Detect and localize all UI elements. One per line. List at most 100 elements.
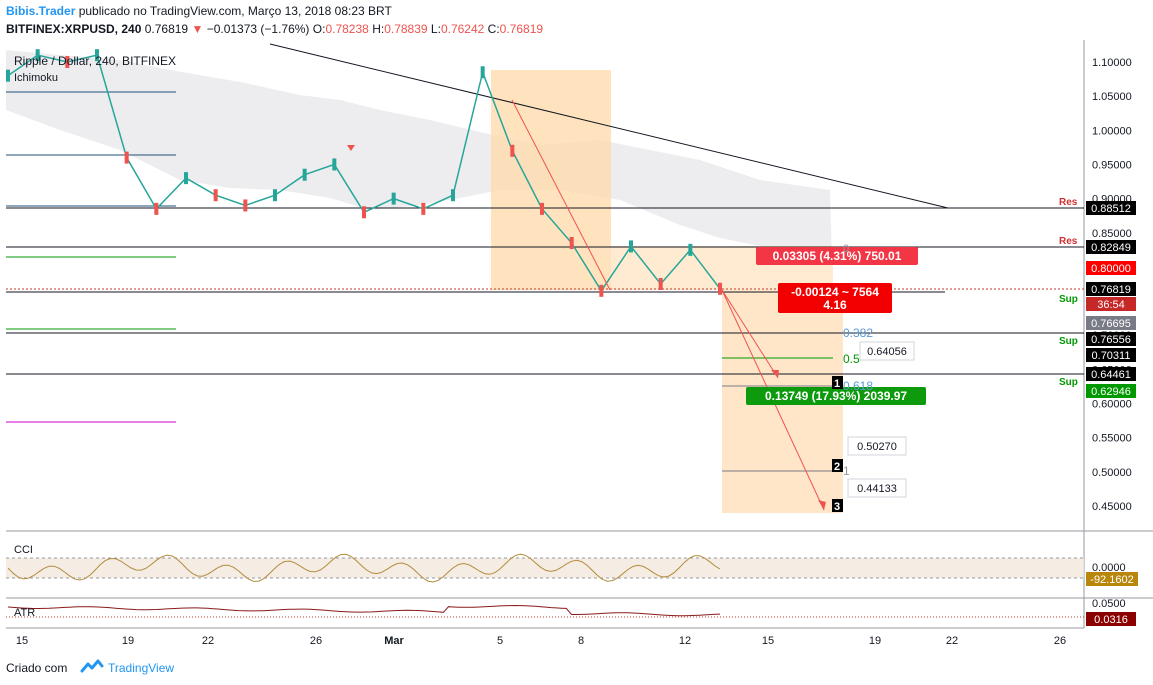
price-axis-tick: 0.45000 (1092, 501, 1132, 513)
wave-marker (832, 459, 843, 472)
atr-axis-tick: 0.0500 (1092, 598, 1126, 610)
level-label: Res (1059, 236, 1078, 247)
price-chart[interactable]: Ripple / Dollar, 240, BITFINEX Ichimoku … (0, 40, 1153, 655)
down-arrow-icon: ▼ (191, 22, 204, 36)
made-with-text: Criado com (6, 661, 68, 675)
support-callout (746, 387, 926, 405)
time-axis-tick: 12 (679, 635, 691, 647)
forecast-arrow (721, 289, 779, 379)
cci-axis-tick: 0.0000 (1092, 562, 1126, 574)
position-callout-text: -0.00124 ~ 7564 (791, 285, 879, 299)
candle (302, 168, 307, 181)
price-tag (1086, 316, 1136, 330)
price-tag (1086, 297, 1136, 311)
price-tag (1086, 240, 1136, 254)
support-callout-text: 0.13749 (17.93%) 2039.97 (765, 389, 907, 403)
candle (658, 278, 663, 290)
price-tag-text: 0.82849 (1091, 242, 1131, 254)
candle (6, 69, 10, 82)
open-value: 0.78238 (325, 22, 369, 36)
candle (569, 237, 574, 250)
price-tag (1086, 348, 1136, 362)
low-label: L: (430, 22, 441, 36)
fib-value: 0.64056 (867, 346, 907, 358)
last-price: 0.76819 (144, 22, 189, 36)
price-axis-tick: 0.85000 (1092, 228, 1132, 240)
footer: Criado com TradingView (0, 655, 1153, 685)
author-link[interactable]: Bibis.Trader (6, 4, 76, 18)
time-axis-tick: 8 (578, 635, 584, 647)
chart-title: Ripple / Dollar, 240, BITFINEX (14, 54, 176, 68)
price-axis-tick: 0.55000 (1092, 433, 1132, 445)
time-axis-tick: 19 (122, 635, 134, 647)
price-tag-text: 0.80000 (1091, 263, 1131, 275)
candle (154, 202, 159, 215)
candle (213, 189, 218, 202)
chart-header: Bibis.Trader publicado no TradingView.co… (0, 0, 1153, 40)
price-tag (1086, 282, 1136, 296)
fib-label: 0 (843, 243, 849, 255)
price-tag-text: 0.70311 (1092, 350, 1131, 362)
candle (273, 189, 277, 202)
symbol-name[interactable]: BITFINEX:XRPUSD, 240 (6, 22, 142, 36)
price-change: −0.01373 (−1.76%) (206, 22, 310, 36)
candle (95, 49, 99, 62)
level-label: Sup (1059, 336, 1078, 347)
brand-link[interactable]: TradingView (108, 661, 175, 675)
price-tag (1086, 261, 1136, 275)
price-tag-text: 0.76695 (1091, 318, 1131, 330)
fib-label: 0.382 (843, 326, 873, 340)
time-axis[interactable]: 15 19 22 26 Mar 5 8 12 15 19 22 26 (16, 635, 1066, 647)
candle (540, 202, 544, 215)
time-axis-tick: 5 (497, 635, 503, 647)
price-axis-tick: 0.95000 (1092, 159, 1132, 171)
price-axis-tick: 1.05000 (1092, 91, 1132, 103)
close-label: C: (487, 22, 500, 36)
candle (124, 151, 129, 164)
candle (510, 144, 515, 157)
time-axis-tick: 19 (869, 635, 881, 647)
ichimoku-cloud (6, 50, 832, 262)
level-label: Sup (1059, 377, 1078, 388)
atr-series (7, 604, 721, 617)
candle-group (6, 49, 722, 297)
atr-label: ATR (14, 607, 35, 619)
time-axis-tick: Mar (384, 635, 404, 647)
close-value: 0.76819 (499, 22, 544, 36)
candle (718, 282, 722, 295)
price-tag-text: 0.88512 (1091, 203, 1131, 215)
candle (243, 199, 248, 212)
price-axis-tick: 1.10000 (1092, 57, 1132, 69)
candle (332, 158, 337, 171)
down-triangle-icon (347, 145, 355, 151)
trend-line[interactable] (269, 43, 949, 209)
candle (421, 202, 426, 215)
cci-value: -92.1602 (1090, 574, 1133, 586)
fib-label: 0.618 (843, 379, 873, 393)
price-axis-tick: 1.00000 (1092, 125, 1132, 137)
arrow-head-icon (771, 370, 779, 378)
resistance-callout (756, 247, 918, 265)
level-label: Res (1059, 197, 1078, 208)
price-tag (1086, 384, 1136, 398)
fib-value: 0.44133 (857, 483, 897, 495)
price-tag-text: 0.76556 (1091, 334, 1131, 346)
published-text: publicado no TradingView.com, Março 13, … (78, 4, 392, 18)
arrow-head-icon (818, 500, 826, 510)
candle (362, 206, 366, 219)
cci-label: CCI (14, 544, 33, 556)
position-callout-text2: 4.16 (823, 298, 847, 312)
atr-value: 0.0316 (1094, 614, 1128, 626)
price-tag-text: 0.76819 (1091, 284, 1131, 296)
wave-label: 1 (834, 378, 840, 390)
fib-value-box (847, 478, 907, 498)
candle (391, 192, 396, 205)
candle (688, 243, 693, 256)
price-tag (1086, 367, 1136, 381)
candle (480, 66, 485, 79)
price-axis-tick: 0.50000 (1092, 467, 1132, 479)
low-value: 0.76242 (440, 22, 485, 36)
fib-label: 0.5 (843, 352, 860, 366)
atr-value-tag (1086, 612, 1136, 626)
forecast-arrow (511, 99, 611, 291)
